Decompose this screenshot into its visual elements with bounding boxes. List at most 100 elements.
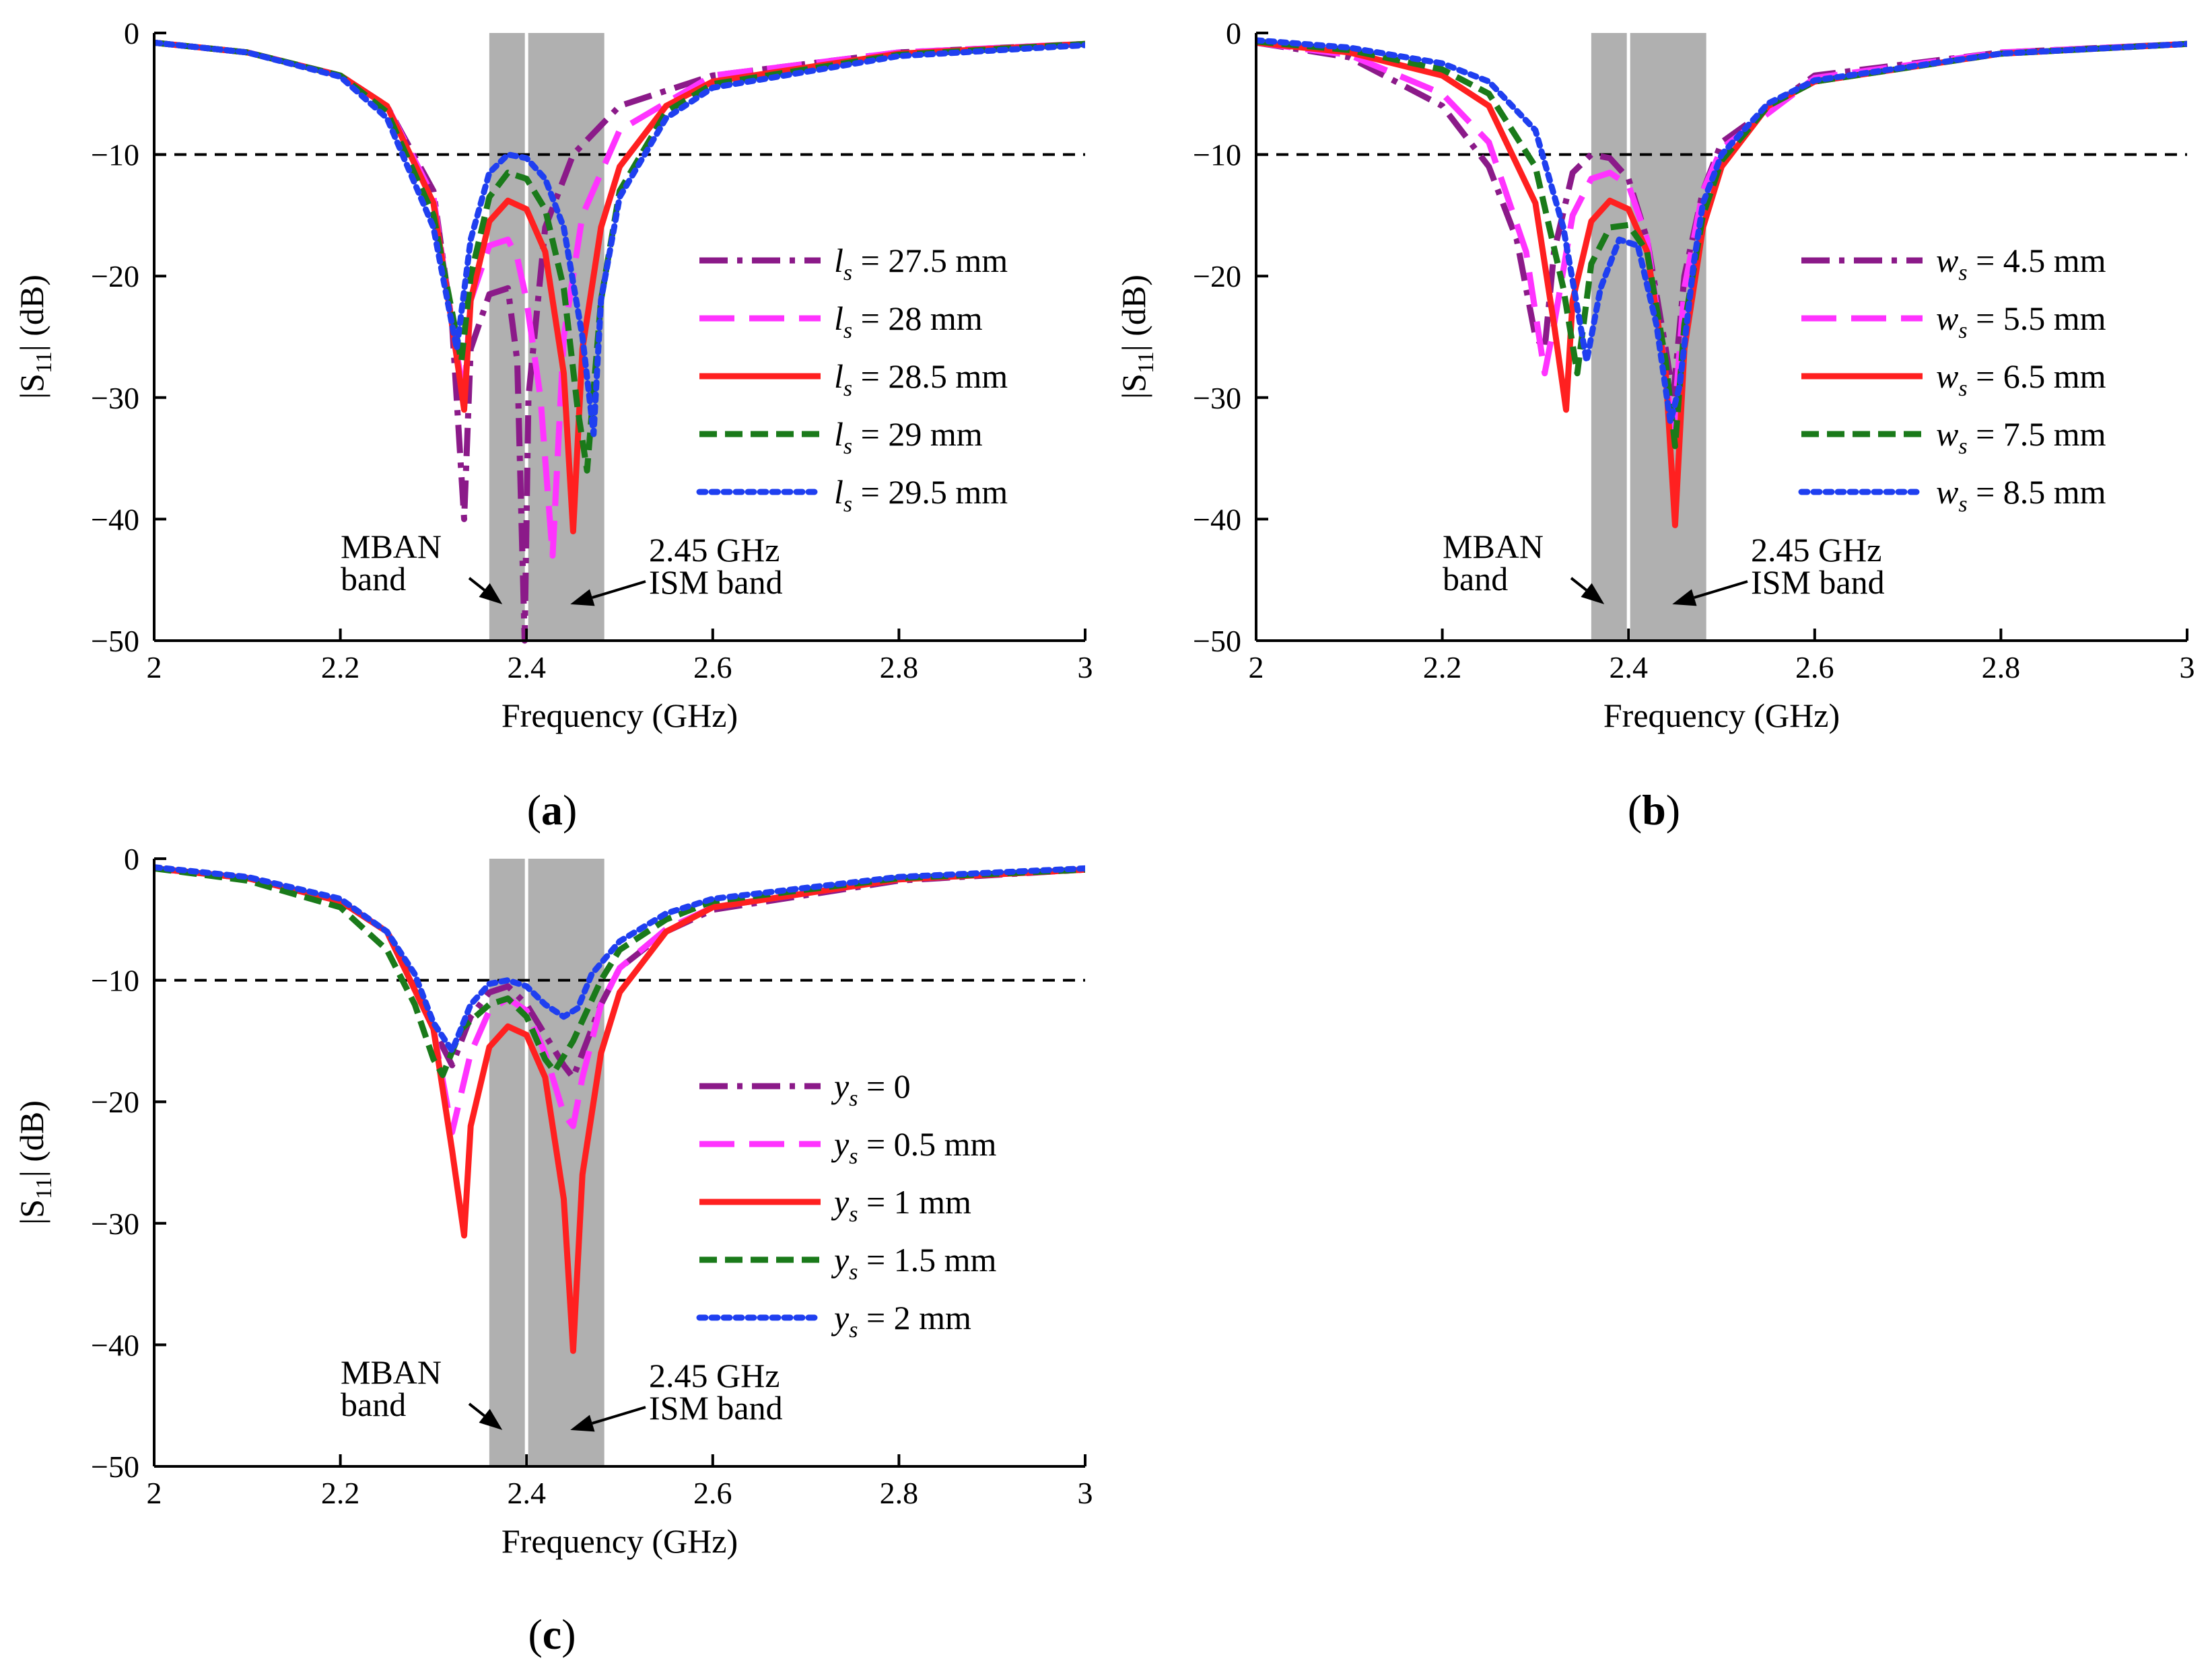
legend-value: = 8.5 mm (1968, 473, 2106, 511)
y-tick-label: −40 (91, 1328, 139, 1362)
legend-var: y (831, 1241, 850, 1279)
annotation-mban-line: MBAN (341, 1353, 442, 1391)
legend-sub: s (843, 434, 852, 459)
series-line-3 (154, 39, 1085, 534)
x-tick-label: 3 (2180, 650, 2195, 684)
y-axis-label-sub: 11 (32, 351, 57, 373)
y-tick-label: −40 (1193, 502, 1241, 536)
annotation-mban-arrow (468, 577, 503, 604)
x-tick-label: 2.4 (507, 650, 546, 684)
series-line-5 (1256, 37, 2187, 425)
legend-value: = 0.5 mm (858, 1125, 996, 1163)
y-axis-label-sub: 11 (32, 1177, 57, 1199)
y-axis-label-tail: | (dB) (13, 1100, 50, 1177)
legend-value: = 1.5 mm (858, 1241, 996, 1279)
legend-var: y (831, 1299, 850, 1337)
y-tick-label: −20 (91, 1085, 139, 1119)
legend-entry-4: ls = 29 mm (834, 415, 983, 459)
x-tick-label: 2.8 (1982, 650, 2021, 684)
legend-var: l (834, 242, 843, 279)
x-tick-label: 3 (1078, 650, 1093, 684)
y-axis-label-tail: | (dB) (1115, 275, 1152, 351)
x-tick-label: 3 (1078, 1476, 1093, 1510)
x-axis-label: Frequency (GHz) (502, 1522, 738, 1560)
panel-label-a: (a) (527, 786, 578, 834)
legend-var: l (834, 357, 843, 395)
legend-var: w (1936, 242, 1958, 279)
legend-var: l (834, 299, 843, 337)
series-line-3 (1256, 39, 2187, 528)
panel-a: 2 2.2 2.4 2.6 2.8 3 0 −10 −20 −30 −40 −50 Frequency … (13, 16, 1093, 834)
annotation-ism-line: 2.45 GHz (649, 1357, 780, 1394)
legend-entry-1: ys = 0 (831, 1067, 911, 1111)
x-tick-label: 2.2 (321, 650, 360, 684)
legend-var: y (831, 1067, 850, 1105)
series-line-4 (154, 39, 1085, 474)
legend-value: = 0 (858, 1067, 910, 1105)
x-tick-label: 2.2 (321, 1476, 360, 1510)
y-axis-label: |S11| (dB) (13, 1100, 57, 1225)
annotation-ism-arrow (570, 580, 646, 606)
x-tick-label: 2 (1249, 650, 1264, 684)
series-line-1 (154, 39, 1085, 644)
y-tick-label: −50 (1193, 624, 1241, 658)
panel-label-close: ) (561, 1610, 576, 1658)
legend-value: = 28.5 mm (852, 357, 1008, 395)
legend-sub: s (849, 1318, 858, 1343)
x-tick-label: 2.8 (880, 650, 919, 684)
series-line-5 (154, 864, 1085, 1054)
legend-sub: s (843, 376, 852, 401)
band-mban (1591, 33, 1629, 641)
y-tick-label: 0 (1226, 16, 1241, 50)
annotation-ism-line: ISM band (1751, 563, 1885, 601)
panel-label-letter: c (543, 1610, 561, 1658)
legend-sub: s (849, 1202, 858, 1227)
legend-var: l (834, 415, 843, 453)
legend-sub: s (1958, 318, 1967, 343)
y-axis-label-sub: 11 (1134, 351, 1159, 373)
annotation-ism-arrow (1672, 580, 1748, 606)
band-mban (489, 859, 527, 1466)
x-tick-label: 2.6 (1795, 650, 1834, 684)
x-tick-label: 2.4 (1609, 650, 1648, 684)
panel-label-close: ) (563, 786, 577, 834)
y-tick-label: −10 (91, 964, 139, 998)
panel-label-letter: b (1642, 786, 1666, 834)
legend-sub: s (1958, 492, 1967, 517)
legend-value: = 2 mm (858, 1299, 971, 1337)
legend-entry-2: ys = 0.5 mm (831, 1125, 997, 1169)
legend-value: = 4.5 mm (1968, 242, 2106, 279)
annotation-mban-line: band (341, 560, 406, 598)
annotation-ism-arrow (570, 1406, 646, 1432)
legend-entry-3: ws = 6.5 mm (1936, 357, 2106, 401)
legend-entry-5: ls = 29.5 mm (834, 473, 1008, 517)
y-tick-label: −20 (1193, 259, 1241, 293)
x-tick-label: 2.4 (507, 1476, 546, 1510)
x-axis-label: Frequency (GHz) (502, 697, 738, 734)
annotation-mban-line: MBAN (341, 528, 442, 565)
y-tick-label: 0 (124, 842, 139, 876)
legend-value: = 27.5 mm (852, 242, 1008, 279)
legend-var: w (1936, 415, 1958, 453)
legend-entry-5: ys = 2 mm (831, 1299, 971, 1343)
legend-entry-5: ws = 8.5 mm (1936, 473, 2106, 517)
x-tick-label: 2 (147, 650, 162, 684)
legend-sub: s (849, 1086, 858, 1111)
legend-entry-4: ys = 1.5 mm (831, 1241, 997, 1285)
y-tick-label: −50 (91, 1450, 139, 1484)
legend-var: y (831, 1183, 850, 1221)
legend-sub: s (849, 1260, 858, 1285)
series-line-4 (1256, 38, 2187, 450)
annotation-ism-line: ISM band (649, 1389, 783, 1427)
panel-label-open: ( (528, 1610, 542, 1658)
legend-var: w (1936, 473, 1958, 511)
legend-value: = 29 mm (852, 415, 983, 453)
y-tick-label: 0 (124, 16, 139, 50)
y-tick-label: −20 (91, 259, 139, 293)
legend-entry-4: ws = 7.5 mm (1936, 415, 2106, 459)
annotation-ism-line: ISM band (649, 563, 783, 601)
